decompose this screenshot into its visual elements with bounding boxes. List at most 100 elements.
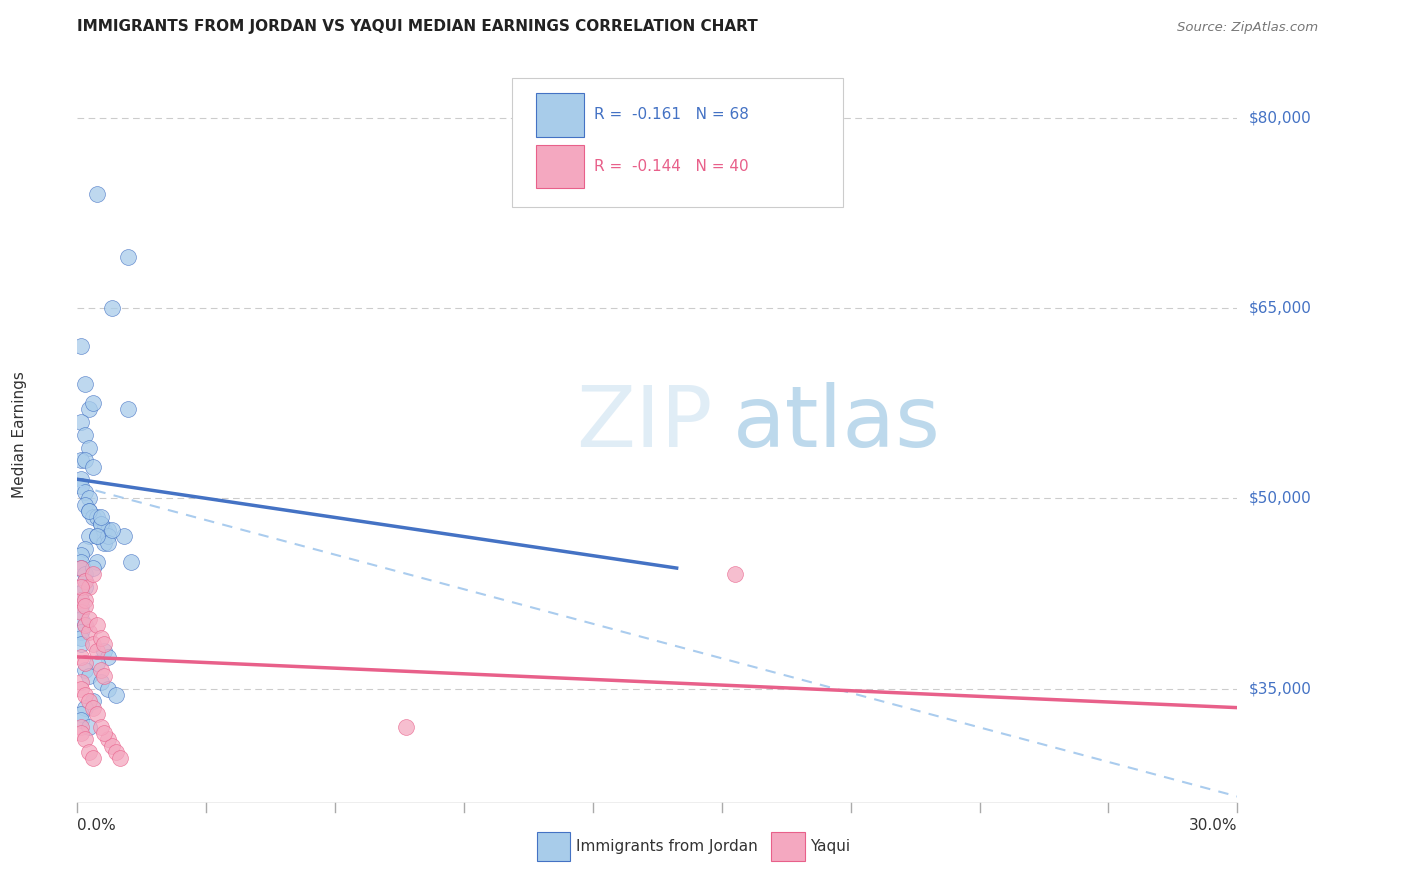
FancyBboxPatch shape [512,78,844,207]
Point [70,606,93,620]
Point [70,555,93,569]
Point [70,631,93,645]
Point [70,675,93,690]
Point [77,720,100,734]
Point [97,681,120,696]
Point [86,657,108,671]
Text: R =  -0.161   N = 68: R = -0.161 N = 68 [593,107,748,122]
Point [117,402,139,417]
Point [75,574,96,588]
Point [75,618,96,632]
Point [90,663,111,677]
Point [82,396,104,410]
Point [75,599,96,614]
Point [75,618,96,632]
Point [70,580,93,594]
Point [75,663,96,677]
Text: $50,000: $50,000 [1249,491,1312,506]
Point [93,643,115,657]
Text: $35,000: $35,000 [1249,681,1312,696]
Point [724,567,747,582]
Point [75,574,96,588]
Point [70,415,93,429]
Point [70,586,93,600]
Text: atlas: atlas [733,383,941,466]
Point [70,453,93,467]
FancyBboxPatch shape [537,832,571,861]
Point [77,745,100,759]
Point [70,612,93,626]
Point [75,428,96,442]
Point [77,402,100,417]
Point [105,745,127,759]
Point [70,714,93,728]
Point [70,720,93,734]
Point [82,510,104,524]
Point [90,720,111,734]
Point [75,498,96,512]
Point [75,580,96,594]
Point [77,504,100,518]
Point [101,301,124,315]
Point [108,751,131,765]
Point [90,510,111,524]
Point [75,567,96,582]
Point [77,612,100,626]
Point [93,523,115,537]
Point [70,472,93,486]
Point [70,706,93,721]
Point [86,643,108,657]
Point [82,637,104,651]
Point [70,624,93,639]
Point [82,694,104,708]
Point [70,549,93,563]
Point [75,592,96,607]
Point [90,675,111,690]
Point [77,491,100,506]
Point [75,453,96,467]
Point [82,459,104,474]
Point [101,523,124,537]
Point [86,618,108,632]
Text: $65,000: $65,000 [1249,301,1312,316]
Point [75,700,96,714]
Text: R =  -0.144   N = 40: R = -0.144 N = 40 [593,159,748,174]
Point [112,529,135,543]
Point [77,669,100,683]
Text: 0.0%: 0.0% [77,818,117,833]
Point [77,694,100,708]
Point [70,592,93,607]
Point [75,542,96,557]
Text: IMMIGRANTS FROM JORDAN VS YAQUI MEDIAN EARNINGS CORRELATION CHART: IMMIGRANTS FROM JORDAN VS YAQUI MEDIAN E… [77,19,758,34]
Text: 30.0%: 30.0% [1189,818,1237,833]
Point [70,637,93,651]
FancyBboxPatch shape [536,145,585,188]
Point [97,732,120,747]
Text: Median Earnings: Median Earnings [11,371,27,499]
Point [97,523,120,537]
Point [101,739,124,753]
Point [75,657,96,671]
Point [90,631,111,645]
Point [70,592,93,607]
Point [86,706,108,721]
Point [82,561,104,575]
Point [82,567,104,582]
Text: Yaqui: Yaqui [810,838,851,854]
Point [70,339,93,353]
Point [93,726,115,740]
Point [97,535,120,549]
Point [121,555,143,569]
Text: Immigrants from Jordan: Immigrants from Jordan [576,838,758,854]
Point [93,637,115,651]
FancyBboxPatch shape [536,94,585,136]
Point [105,688,127,702]
Point [395,720,418,734]
Point [70,599,93,614]
FancyBboxPatch shape [770,832,804,861]
Point [82,751,104,765]
Point [70,478,93,492]
Point [75,485,96,500]
Point [75,732,96,747]
Point [70,726,93,740]
